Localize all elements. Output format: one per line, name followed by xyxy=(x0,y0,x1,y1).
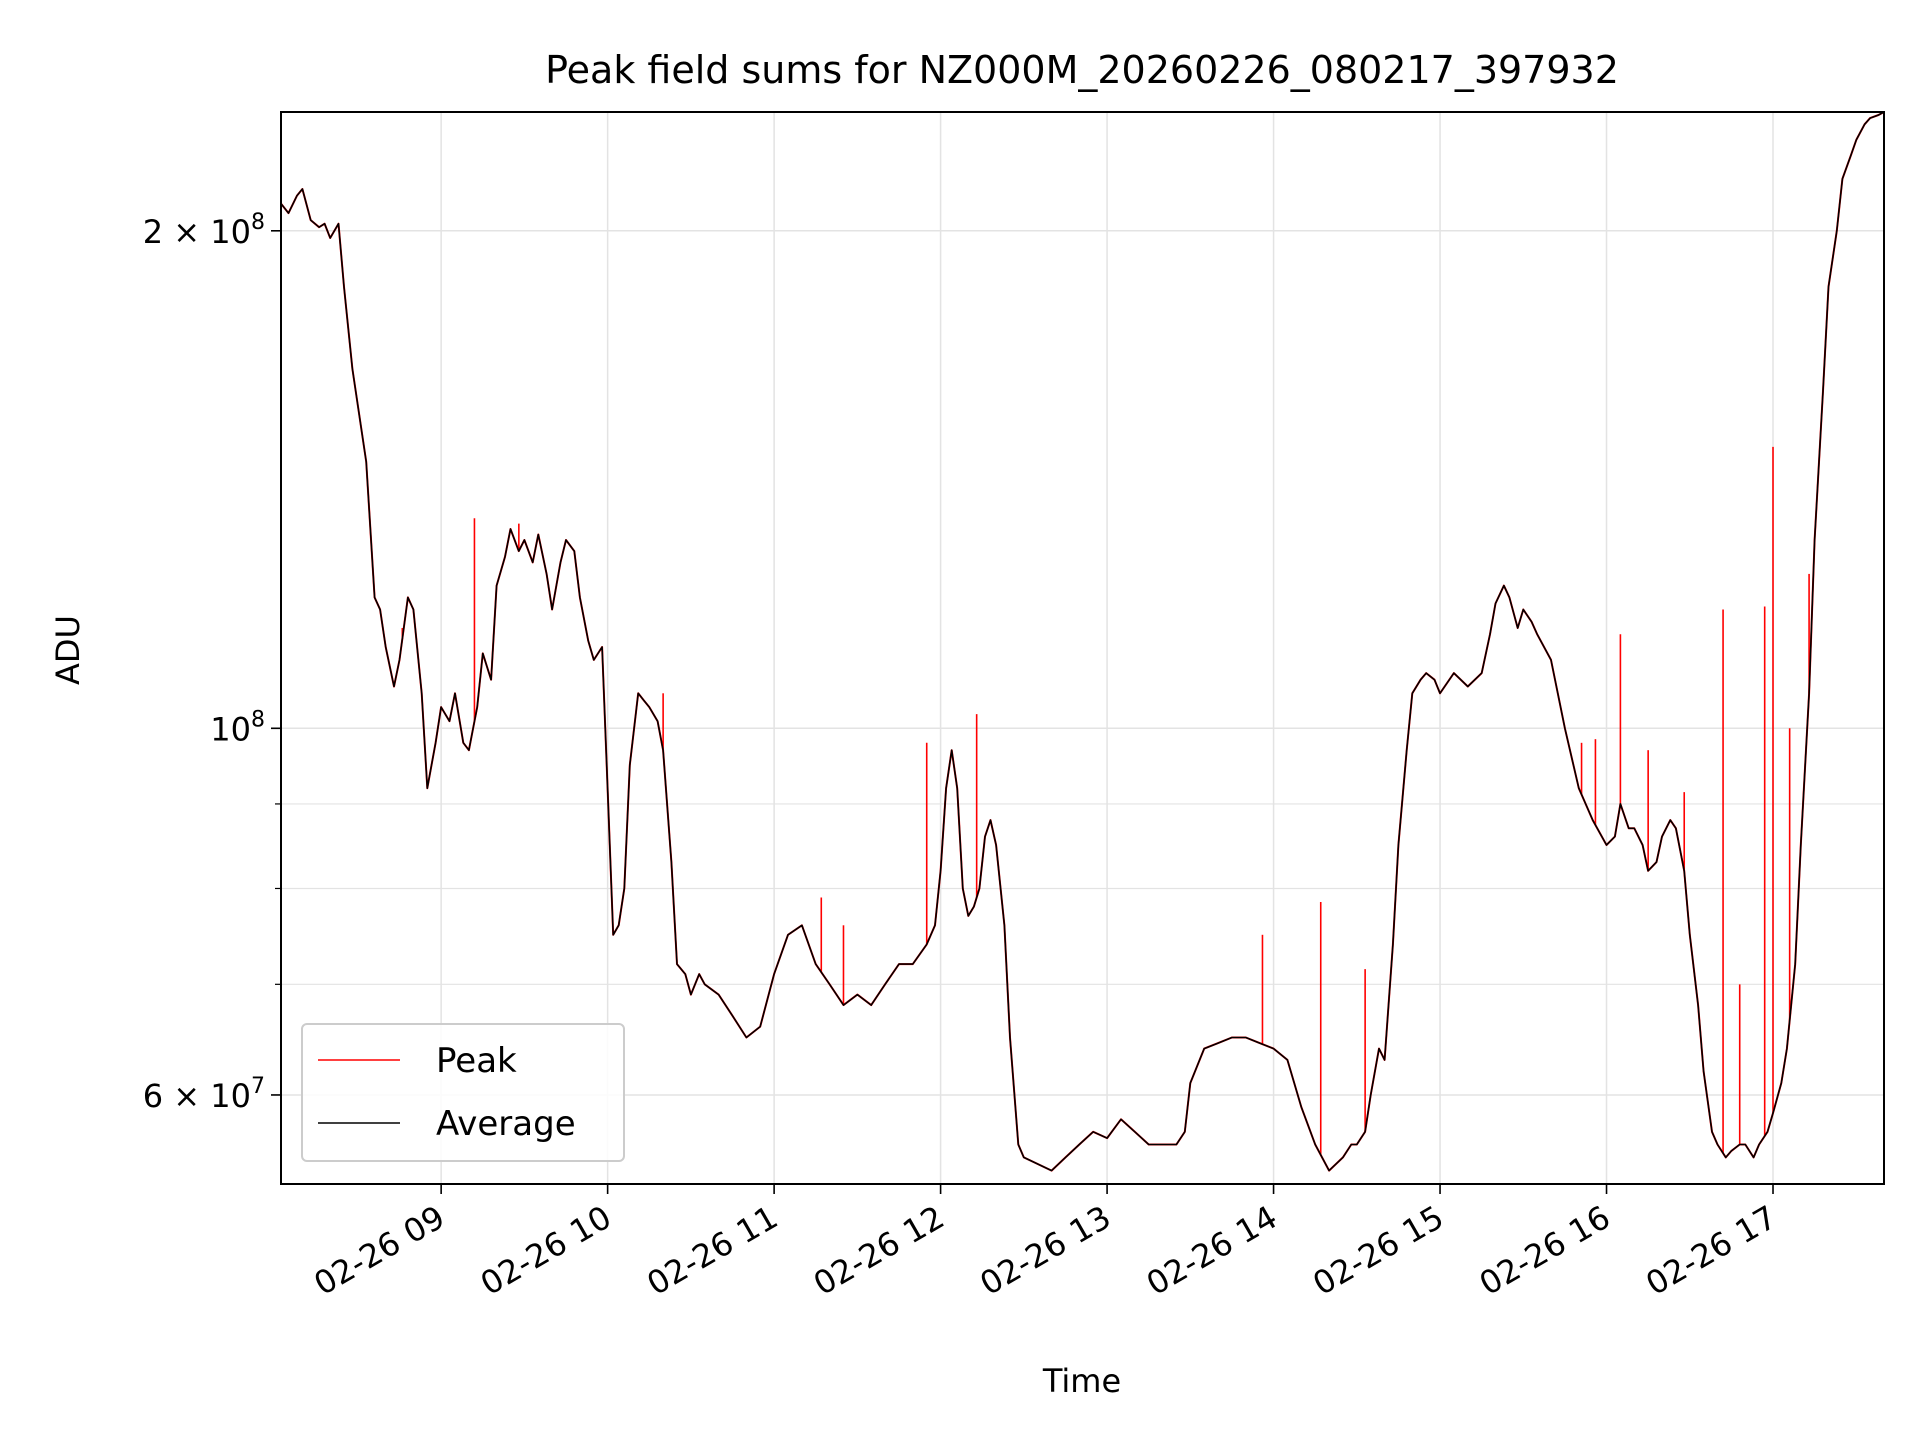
legend: Peak Average xyxy=(301,1023,625,1162)
plot-area xyxy=(281,112,1884,1172)
y-tick-exponent: 8 xyxy=(251,210,265,235)
y-tick-exponent: 8 xyxy=(251,707,265,732)
y-axis-label: ADU xyxy=(49,615,87,685)
y-tick-label: 2 × 108 xyxy=(143,210,265,251)
y-tick-label: 6 × 107 xyxy=(143,1074,265,1115)
series-line-average xyxy=(281,112,1884,1172)
grid-lines xyxy=(281,112,1884,1184)
axes-frame xyxy=(280,111,1885,1185)
y-axis-ticks: 6 × 107 108 2 × 108 xyxy=(143,210,281,1115)
legend-label-average: Average xyxy=(436,1104,576,1144)
x-axis-label: Time xyxy=(1042,1362,1121,1400)
chart-title: Peak field sums for NZ000M_20260226_0802… xyxy=(545,48,1619,92)
y-tick-label: 108 xyxy=(210,707,265,748)
legend-box xyxy=(301,1023,625,1162)
y-tick-exponent: 7 xyxy=(251,1074,265,1099)
legend-label-peak: Peak xyxy=(436,1041,517,1081)
